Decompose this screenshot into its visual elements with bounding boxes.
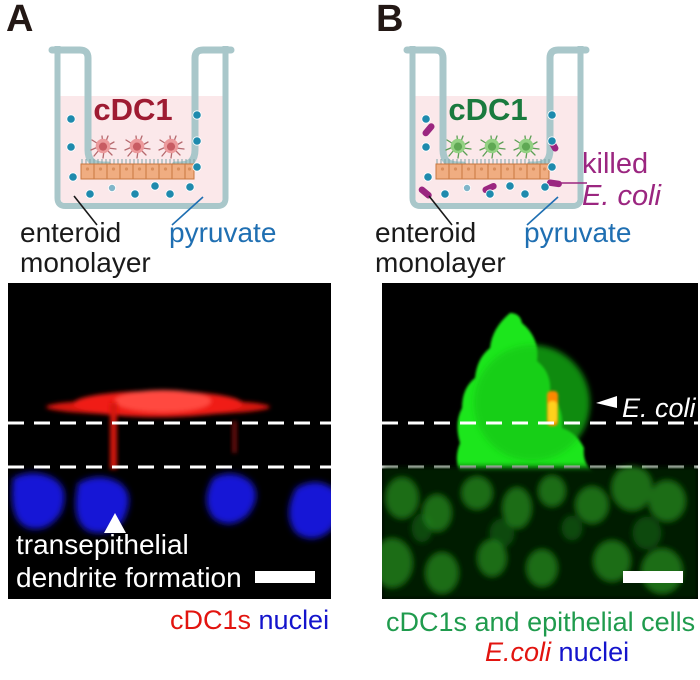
svg-text:cDC1: cDC1 xyxy=(448,92,527,127)
svg-text:cDC1: cDC1 xyxy=(93,92,172,127)
